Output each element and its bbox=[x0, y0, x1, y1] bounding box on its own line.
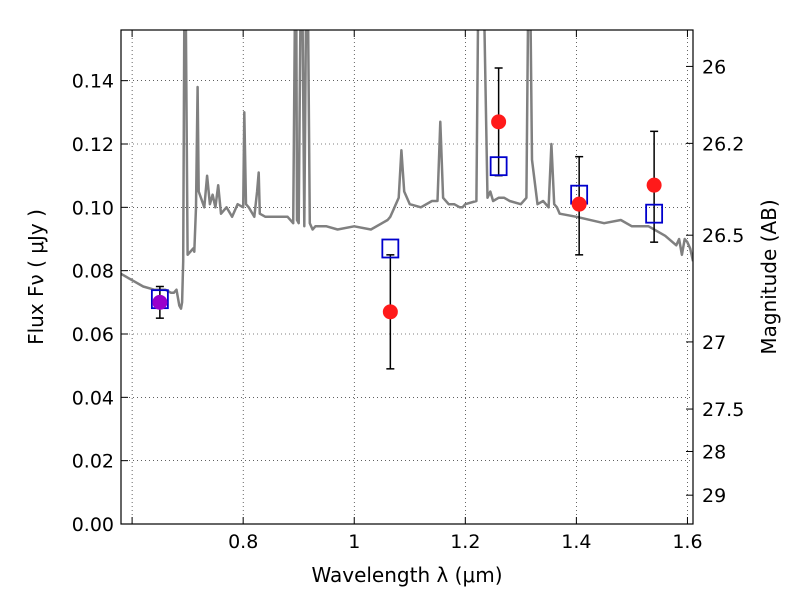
y-tick-label: 0.10 bbox=[72, 197, 114, 219]
y-tick-label: 0.12 bbox=[72, 134, 114, 156]
y2-tick-label: 29 bbox=[702, 485, 726, 507]
model-square bbox=[645, 203, 664, 224]
observed-point bbox=[491, 114, 507, 130]
x-axis-label: Wavelength λ (μm) bbox=[311, 563, 502, 587]
y2-tick-label: 27 bbox=[702, 332, 726, 354]
x-tick-label: 1.2 bbox=[450, 531, 480, 553]
model-square bbox=[381, 238, 400, 259]
y-tick-label: 0.04 bbox=[72, 387, 114, 409]
x-tick-label: 0.8 bbox=[228, 531, 258, 553]
observed-point bbox=[646, 177, 662, 193]
y2-tick-label: 28 bbox=[702, 441, 726, 463]
x-tick-label: 1.4 bbox=[561, 531, 591, 553]
y2-tick-label: 26.5 bbox=[702, 225, 744, 247]
y2-tick-label: 26.2 bbox=[702, 133, 744, 155]
y-tick-label: 0.06 bbox=[72, 324, 114, 346]
y2-tick-label: 27.5 bbox=[702, 399, 744, 421]
x-tick-label: 1.6 bbox=[672, 531, 702, 553]
plot-frame bbox=[120, 29, 694, 525]
y-axis-label: Flux Fν ( μJy ) bbox=[24, 209, 48, 345]
observed-point bbox=[152, 294, 168, 310]
observed-point bbox=[571, 196, 587, 212]
y2-tick-label: 26 bbox=[702, 56, 726, 78]
observed-point bbox=[382, 304, 398, 320]
right-y-axis-label: Magnitude (AB) bbox=[757, 199, 781, 354]
y-tick-label: 0.02 bbox=[72, 451, 114, 473]
model-square bbox=[489, 156, 508, 177]
plot-area bbox=[121, 30, 693, 524]
spectrum-line bbox=[121, 30, 693, 310]
x-tick-label: 1 bbox=[348, 531, 360, 553]
y-tick-label: 0.00 bbox=[72, 514, 114, 536]
y-tick-label: 0.08 bbox=[72, 261, 114, 283]
y-tick-label: 0.14 bbox=[72, 71, 114, 93]
